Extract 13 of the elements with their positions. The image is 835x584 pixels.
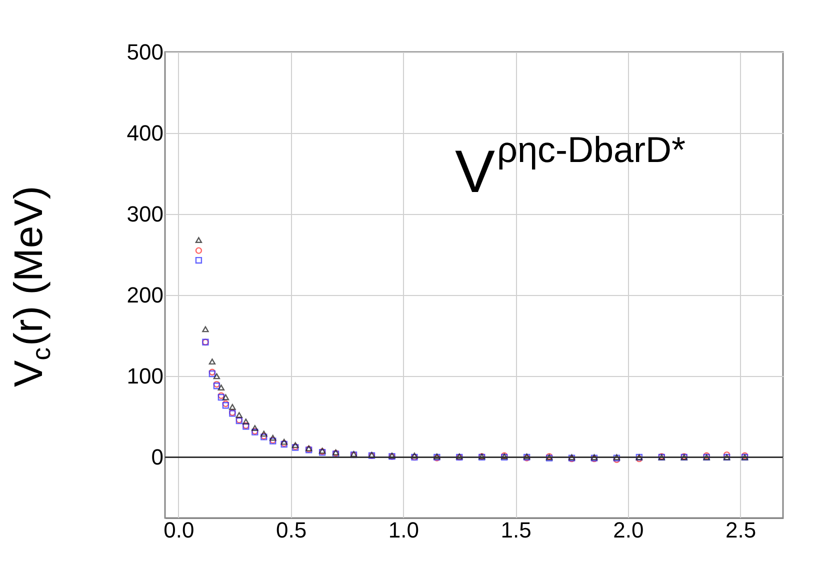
x-tick-label: 2.5	[726, 518, 756, 542]
y-tick-label: 0	[151, 444, 164, 470]
y-tick-label: 200	[126, 282, 164, 308]
y-tick-label: 500	[126, 40, 164, 64]
x-tick-label: 0.0	[164, 518, 194, 542]
x-tick-label: 1.0	[388, 518, 420, 542]
y-tick-label: 100	[126, 364, 164, 389]
y-tick-label: 400	[126, 120, 164, 146]
y-axis-title: Vc(r) (MeV)	[7, 186, 56, 387]
x-tick-label: 2.0	[613, 518, 644, 542]
x-tick-label: 0.5	[276, 518, 307, 542]
x-tick-label: 1.5	[500, 518, 532, 542]
y-tick-label: 300	[126, 202, 164, 227]
